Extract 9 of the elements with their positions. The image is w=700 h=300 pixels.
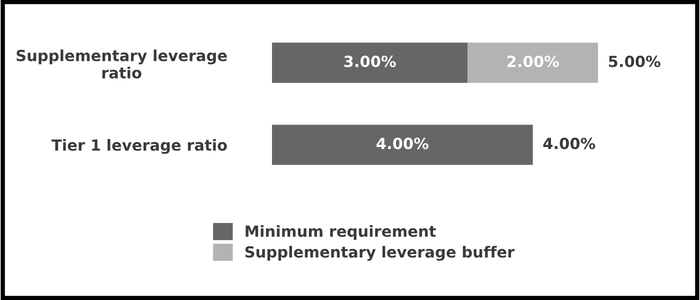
total-label: 4.00% <box>543 138 596 150</box>
data-label: 4.00% <box>376 138 428 150</box>
y-tick-label: Supplementary leverage ratio <box>16 49 227 79</box>
legend-label: Minimum requirement <box>246 225 436 240</box>
y-tick-label: Tier 1 leverage ratio <box>52 138 227 154</box>
data-label: 3.00% <box>344 56 396 68</box>
legend-label: Supplementary leverage buffer <box>245 246 515 261</box>
data-label: 2.00% <box>508 56 559 68</box>
total-label: 5.00% <box>609 56 660 68</box>
